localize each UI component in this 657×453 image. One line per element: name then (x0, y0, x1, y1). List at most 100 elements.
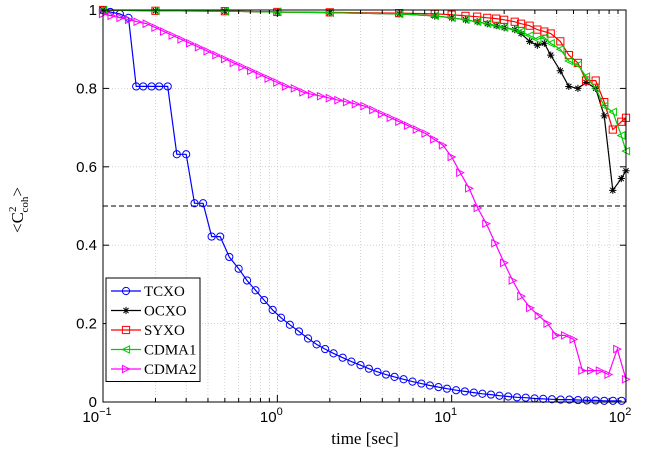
data-point (574, 84, 582, 92)
data-point (500, 15, 509, 24)
data-point (273, 78, 283, 87)
data-point (316, 91, 326, 101)
data-point (177, 34, 187, 44)
x-tick-label-base: 10 (82, 409, 99, 426)
data-point (168, 31, 178, 40)
data-point (547, 51, 555, 59)
plot-frame (102, 9, 627, 403)
legend-marker (121, 286, 131, 296)
data-point (510, 17, 519, 26)
data-point (447, 152, 457, 162)
data-point (556, 67, 564, 75)
data-point (517, 291, 527, 301)
data-point (569, 334, 579, 344)
data-point (216, 232, 225, 241)
data-point (234, 264, 243, 273)
data-point (451, 386, 461, 395)
data-point (595, 366, 605, 376)
data-point (321, 344, 330, 354)
data-point (573, 395, 583, 405)
y-axis-label: <C2coh> (7, 187, 31, 233)
data-point (540, 39, 548, 47)
legend-label: SYXO (144, 323, 185, 339)
data-point (251, 286, 260, 295)
data-point (242, 276, 252, 285)
data-point (587, 366, 596, 376)
data-point (617, 174, 625, 183)
data-point (608, 107, 617, 117)
data-point (395, 117, 405, 127)
data-point (434, 383, 443, 392)
data-point (373, 367, 382, 376)
data-point (107, 11, 117, 21)
data-point (524, 31, 534, 40)
x-tick-label-base: 10 (260, 409, 277, 426)
data-point (526, 37, 534, 45)
data-point (338, 353, 347, 362)
data-point (578, 366, 588, 376)
y-axis-label-base: <C (8, 212, 27, 233)
data-point (512, 393, 522, 402)
data-point (229, 58, 239, 68)
data-point (438, 140, 448, 150)
data-point (417, 379, 426, 388)
y-tick-label: 0.2 (76, 316, 97, 333)
data-point (560, 330, 570, 340)
data-point (163, 82, 172, 91)
y-tick-label: 0.4 (76, 237, 97, 254)
data-point (546, 29, 555, 38)
data-point (255, 70, 265, 80)
data-point (325, 93, 335, 103)
data-point (403, 121, 413, 131)
x-tick-label-exp: 0 (277, 406, 283, 418)
data-point (303, 334, 313, 343)
data-point (238, 62, 248, 72)
data-point (198, 199, 208, 208)
x-tick-label: 101 (434, 406, 457, 426)
data-point (220, 54, 230, 64)
data-point (425, 381, 434, 390)
data-point (260, 295, 269, 305)
x-tick-label-exp: 1 (451, 406, 457, 418)
data-point (390, 372, 399, 382)
data-point (299, 87, 309, 97)
data-point (516, 27, 526, 36)
data-point (486, 390, 496, 399)
data-point (552, 330, 561, 340)
data-point (290, 83, 300, 93)
data-point (534, 311, 544, 321)
data-point (347, 357, 356, 366)
data-point (377, 109, 387, 119)
y-tick-label: 0.6 (76, 159, 97, 176)
x-tick-label: 10−1 (82, 406, 111, 426)
y-axis-label-sup: 2 (7, 207, 19, 213)
y-axis-label-sub: coh (19, 196, 31, 212)
data-point (616, 131, 626, 140)
data-point (430, 134, 439, 144)
data-point (285, 320, 294, 329)
x-axis-label: time [sec] (331, 429, 399, 448)
data-point (360, 101, 370, 111)
data-point (334, 95, 344, 105)
x-tick-label: 100 (260, 406, 283, 426)
data-point (482, 219, 492, 229)
legend-marker (121, 345, 131, 354)
legend-label: TCXO (144, 284, 185, 300)
legend-label: CDMA2 (144, 362, 197, 378)
x-tick-label-base: 10 (609, 409, 626, 426)
data-point (543, 319, 553, 329)
data-point (473, 203, 483, 213)
data-point (276, 313, 286, 322)
data-point (133, 17, 143, 27)
data-point (609, 186, 617, 194)
data-point (116, 13, 126, 23)
data-point (430, 11, 439, 21)
data-point (351, 99, 361, 109)
y-axis-label-close: > (8, 187, 27, 197)
data-point (546, 38, 555, 48)
data-point (608, 125, 617, 134)
data-point (268, 305, 277, 314)
data-point (190, 199, 199, 208)
data-point (281, 82, 291, 91)
